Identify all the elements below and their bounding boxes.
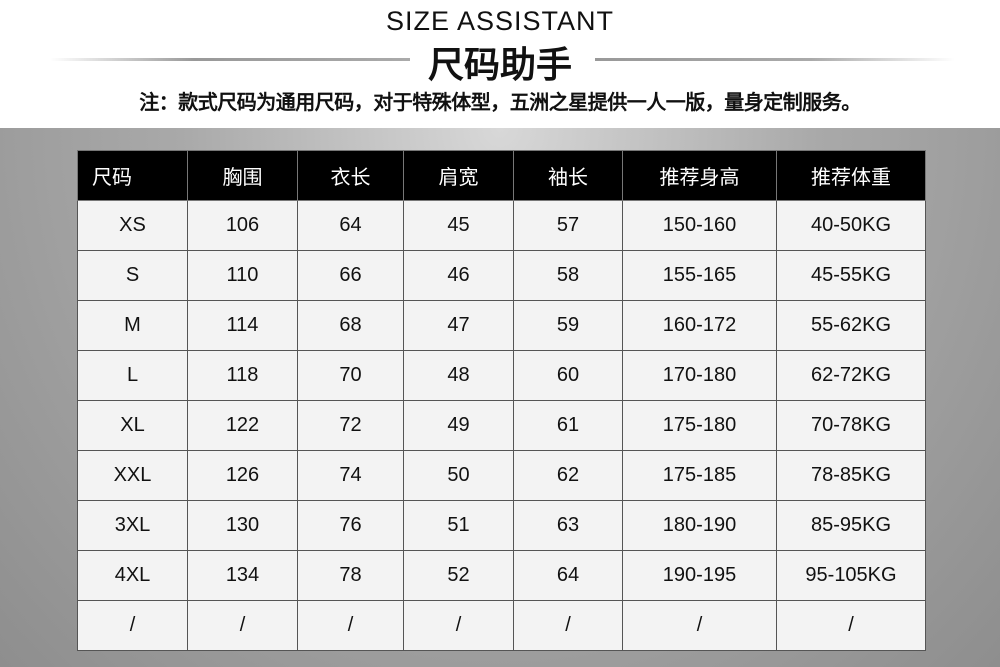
table-cell: 160-172: [622, 300, 777, 351]
table-cell: 170-180: [622, 350, 777, 401]
table-cell: 72: [297, 400, 404, 451]
column-header: 袖长: [513, 150, 623, 201]
table-cell: 4XL: [77, 550, 188, 601]
column-header: 推荐身高: [622, 150, 777, 201]
table-cell: 45-55KG: [776, 250, 926, 301]
table-cell: /: [776, 600, 926, 651]
table-cell: 57: [513, 200, 623, 251]
table-cell: 110: [187, 250, 298, 301]
table-cell: 175-185: [622, 450, 777, 501]
table-cell: 60: [513, 350, 623, 401]
table-cell: 49: [403, 400, 514, 451]
table-row: 3XL 130 76 51 63 180-190 85-95KG: [77, 500, 926, 551]
table-row: S 110 66 46 58 155-165 45-55KG: [77, 250, 926, 301]
table-cell: /: [622, 600, 777, 651]
table-cell: 175-180: [622, 400, 777, 451]
table-cell: 52: [403, 550, 514, 601]
column-header: 推荐体重: [776, 150, 926, 201]
table-cell: 46: [403, 250, 514, 301]
table-cell: 78-85KG: [776, 450, 926, 501]
table-cell: 78: [297, 550, 404, 601]
column-header: 衣长: [297, 150, 404, 201]
table-cell: L: [77, 350, 188, 401]
table-cell: 85-95KG: [776, 500, 926, 551]
table-cell: 70: [297, 350, 404, 401]
table-row: / / / / / / /: [77, 600, 926, 651]
table-cell: 59: [513, 300, 623, 351]
table-cell: XL: [77, 400, 188, 451]
column-header: 肩宽: [403, 150, 514, 201]
table-cell: 45: [403, 200, 514, 251]
table-row: XL 122 72 49 61 175-180 70-78KG: [77, 400, 926, 451]
table-row: L 118 70 48 60 170-180 62-72KG: [77, 350, 926, 401]
table-cell: 68: [297, 300, 404, 351]
table-cell: 40-50KG: [776, 200, 926, 251]
table-cell: /: [297, 600, 404, 651]
table-cell: 126: [187, 450, 298, 501]
table-cell: /: [77, 600, 188, 651]
table-cell: 190-195: [622, 550, 777, 601]
table-cell: 64: [297, 200, 404, 251]
table-row: XXL 126 74 50 62 175-185 78-85KG: [77, 450, 926, 501]
table-cell: 76: [297, 500, 404, 551]
table-cell: 66: [297, 250, 404, 301]
table-cell: XXL: [77, 450, 188, 501]
table-cell: /: [513, 600, 623, 651]
table-row: XS 106 64 45 57 150-160 40-50KG: [77, 200, 926, 251]
table-cell: 155-165: [622, 250, 777, 301]
table-cell: /: [403, 600, 514, 651]
table-cell: 150-160: [622, 200, 777, 251]
table-cell: 61: [513, 400, 623, 451]
size-table: 尺码 胸围 衣长 肩宽 袖长 推荐身高 推荐体重 XS 106 64 45 57 150-160 40-…: [77, 150, 926, 651]
table-cell: 130: [187, 500, 298, 551]
table-cell: /: [187, 600, 298, 651]
title-cn: 尺码助手: [427, 44, 572, 86]
table-header-row: 尺码 胸围 衣长 肩宽 袖长 推荐身高 推荐体重: [77, 150, 926, 201]
table-cell: 95-105KG: [776, 550, 926, 601]
table-cell: 62-72KG: [776, 350, 926, 401]
size-note: 注：款式尺码为通用尺码，对于特殊体型，五洲之星提供一人一版，量身定制服务。: [139, 90, 861, 114]
table-cell: 118: [187, 350, 298, 401]
table-cell: 62: [513, 450, 623, 501]
column-header: 胸围: [187, 150, 298, 201]
column-header: 尺码: [77, 150, 188, 201]
table-cell: 70-78KG: [776, 400, 926, 451]
table-cell: 63: [513, 500, 623, 551]
table-cell: XS: [77, 200, 188, 251]
table-cell: 51: [403, 500, 514, 551]
table-cell: 47: [403, 300, 514, 351]
table-cell: M: [77, 300, 188, 351]
table-cell: 58: [513, 250, 623, 301]
table-cell: 122: [187, 400, 298, 451]
table-cell: 114: [187, 300, 298, 351]
table-cell: 74: [297, 450, 404, 501]
table-cell: 3XL: [77, 500, 188, 551]
divider-left: [50, 58, 410, 61]
table-row: M 114 68 47 59 160-172 55-62KG: [77, 300, 926, 351]
table-row: 4XL 134 78 52 64 190-195 95-105KG: [77, 550, 926, 601]
table-cell: 48: [403, 350, 514, 401]
divider-right: [595, 58, 955, 61]
table-cell: 50: [403, 450, 514, 501]
table-cell: 55-62KG: [776, 300, 926, 351]
table-cell: 180-190: [622, 500, 777, 551]
table-cell: 106: [187, 200, 298, 251]
title-en: SIZE ASSISTANT: [385, 6, 615, 36]
table-cell: 64: [513, 550, 623, 601]
table-cell: 134: [187, 550, 298, 601]
table-cell: S: [77, 250, 188, 301]
header: SIZE ASSISTANT 尺码助手 注：款式尺码为通用尺码，对于特殊体型，五…: [0, 0, 1000, 128]
